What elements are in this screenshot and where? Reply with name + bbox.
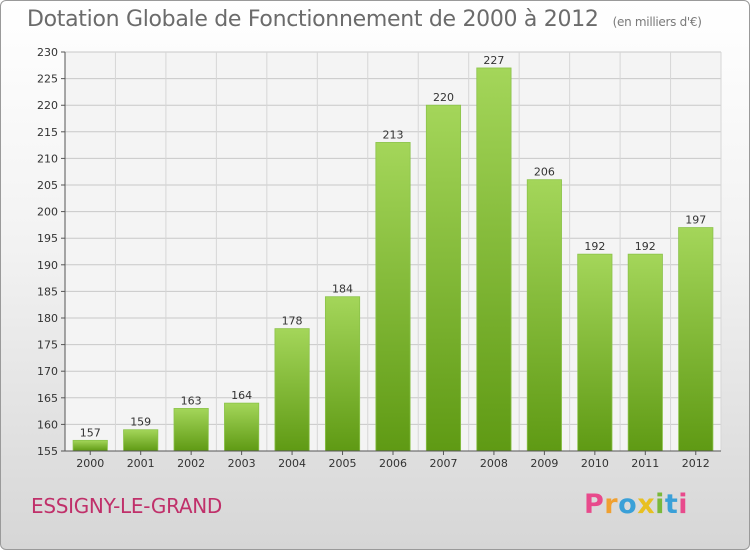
x-tick-label-2007: 2007	[429, 457, 457, 470]
chart-title: Dotation Globale de Fonctionnement de 20…	[27, 7, 702, 32]
value-label-2008: 227	[483, 54, 504, 67]
labels: 155 160 165 170 175 180 185 190 195 200 205 210 215 2…	[37, 46, 710, 470]
axes	[61, 51, 721, 455]
x-tick-label-2011: 2011	[631, 457, 659, 470]
y-tick-label: 165	[37, 392, 58, 405]
y-tick-label: 230	[37, 46, 58, 59]
chart-title-text: Dotation Globale de Fonctionnement de 20…	[27, 7, 599, 32]
chart-unit-note: (en milliers d'€)	[612, 15, 702, 29]
logo-letter: i	[655, 489, 665, 520]
place-name: ESSIGNY-LE-GRAND	[31, 494, 223, 518]
y-tick-label: 225	[37, 73, 58, 86]
x-tick-label-2008: 2008	[480, 457, 508, 470]
bar-2001	[123, 429, 159, 452]
x-tick-label-2012: 2012	[682, 457, 710, 470]
x-tick-label-2005: 2005	[329, 457, 357, 470]
bar-2008	[476, 67, 512, 452]
bar-2007	[425, 104, 462, 452]
value-label-2006: 213	[383, 128, 404, 141]
x-tick-label-2003: 2003	[228, 457, 256, 470]
y-tick-label: 190	[37, 259, 58, 272]
value-label-2000: 157	[80, 426, 101, 439]
y-tick-label: 155	[37, 445, 58, 458]
value-label-2007: 220	[433, 91, 454, 104]
bar-2005	[324, 296, 361, 452]
bar-2006	[375, 142, 411, 452]
x-tick-label-2001: 2001	[127, 457, 155, 470]
logo-letter: t	[664, 489, 679, 520]
bar-2002	[173, 408, 209, 452]
bar-2004	[274, 328, 310, 452]
value-label-2009: 206	[534, 166, 555, 179]
y-tick-label: 160	[37, 418, 58, 431]
bar-2000	[72, 439, 108, 452]
value-label-2011: 192	[635, 240, 656, 253]
x-tick-label-2004: 2004	[278, 457, 306, 470]
bar-2010	[577, 253, 613, 452]
bar-2009	[526, 179, 562, 452]
value-label-2003: 164	[231, 389, 252, 402]
y-tick-label: 220	[37, 99, 58, 112]
y-tick-label: 170	[37, 365, 58, 378]
value-label-2005: 184	[332, 283, 353, 296]
x-tick-label-2010: 2010	[581, 457, 609, 470]
value-label-2002: 163	[181, 394, 202, 407]
y-tick-label: 210	[37, 152, 58, 165]
logo-letter: P	[584, 489, 605, 520]
proxiti-logo: Proxiti	[584, 489, 688, 520]
value-label-2004: 178	[282, 315, 303, 328]
bar-2012	[678, 227, 714, 452]
x-tick-label-2009: 2009	[530, 457, 558, 470]
logo-letter: r	[604, 489, 619, 520]
y-tick-label: 180	[37, 312, 58, 325]
logo-letter: o	[618, 489, 638, 520]
value-label-2012: 197	[685, 214, 706, 227]
y-tick-label: 215	[37, 126, 58, 139]
x-tick-label-2006: 2006	[379, 457, 407, 470]
x-tick-label-2002: 2002	[177, 457, 205, 470]
y-tick-label: 175	[37, 339, 58, 352]
y-tick-label: 185	[37, 285, 58, 298]
x-tick-label-2000: 2000	[76, 457, 104, 470]
y-tick-label: 200	[37, 206, 58, 219]
bar-2011	[627, 253, 663, 452]
value-label-2001: 159	[130, 416, 151, 429]
bars	[72, 67, 714, 452]
logo-letter: x	[637, 489, 656, 520]
logo-letter: i	[678, 489, 689, 520]
y-tick-label: 195	[37, 232, 58, 245]
value-label-2010: 192	[584, 240, 605, 253]
y-tick-label: 205	[37, 179, 58, 192]
bar-2003	[224, 402, 260, 452]
